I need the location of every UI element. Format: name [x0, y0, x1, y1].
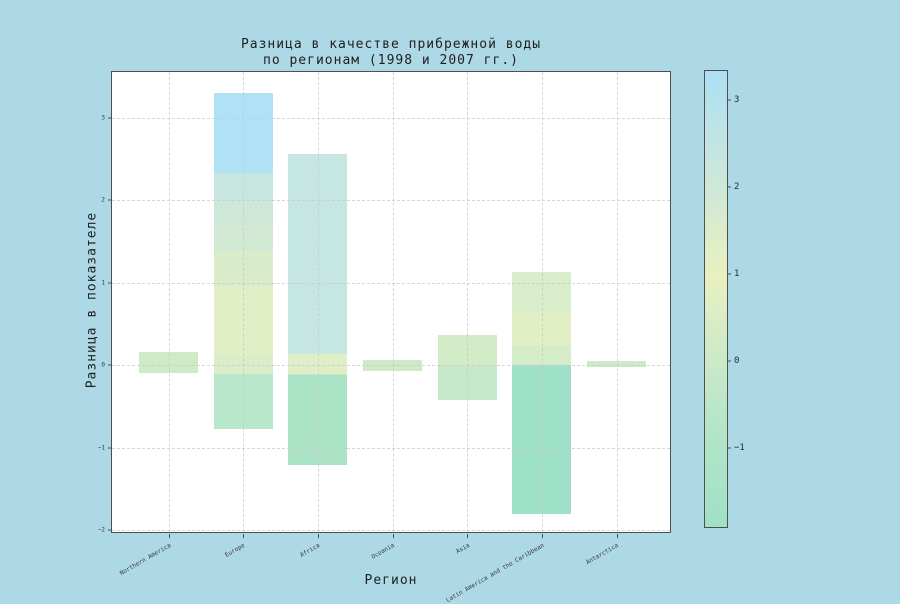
y-tick-mark — [108, 117, 112, 119]
colorbar-tick-label: −1 — [734, 442, 745, 453]
x-tick-label-antarctica: Antarctica — [585, 542, 621, 567]
x-tick-mark — [392, 534, 394, 538]
y-tick-label: −1 — [97, 444, 105, 452]
gridline-vertical — [168, 72, 170, 532]
colorbar-tick-label: 1 — [734, 268, 740, 279]
x-tick-label-africa: Africa — [299, 542, 322, 559]
gridline-horizontal — [112, 365, 670, 367]
x-tick-mark — [243, 534, 245, 538]
plot-area: 3 2 1 0 −1 −2 Northern America Europe Africa Ocea… — [98, 71, 671, 604]
x-tick-mark — [317, 534, 319, 538]
gridline-horizontal — [112, 282, 670, 284]
gridline-horizontal — [112, 529, 670, 531]
gridline-horizontal — [112, 447, 670, 449]
x-axis-label: Регион — [364, 573, 418, 588]
y-tick-mark — [108, 447, 112, 449]
gridline-vertical — [541, 72, 543, 532]
gridline-vertical — [317, 72, 319, 532]
y-tick-mark — [108, 364, 112, 366]
y-axis-label: Разница в показателе — [84, 211, 100, 389]
x-tick-label-northern-america: Northern America — [118, 542, 172, 577]
chart-title-line2: по регионам (1998 и 2007 гг.) — [263, 53, 519, 68]
gridline-vertical — [616, 72, 618, 532]
y-tick-mark — [108, 282, 112, 284]
gridline-horizontal — [112, 200, 670, 202]
y-tick-label: 2 — [101, 196, 105, 204]
y-tick-label: 3 — [101, 114, 105, 122]
colorbar-tick-mark — [727, 360, 731, 362]
x-tick-mark — [168, 534, 170, 538]
x-tick-label-asia: Asia — [454, 542, 471, 556]
chart-title-line1: Разница в качестве прибрежной воды — [240, 37, 542, 52]
y-tick-mark — [108, 199, 112, 201]
colorbar-tick-mark — [727, 273, 731, 275]
y-tick-label: 0 — [101, 361, 105, 369]
x-tick-mark — [616, 534, 618, 538]
x-tick-label-oceania: Oceania — [370, 542, 396, 561]
colorbar-tick-label: 2 — [734, 181, 740, 192]
x-tick-mark — [467, 534, 469, 538]
colorbar: 3 2 1 0 −1 — [704, 70, 745, 528]
y-tick-label: 1 — [101, 279, 105, 287]
colorbar-tick-mark — [727, 99, 731, 101]
x-tick-mark — [541, 534, 543, 538]
gridline-horizontal — [112, 118, 670, 120]
chart-title: Разница в качестве прибрежной воды по ре… — [111, 37, 671, 69]
colorbar-tick-label: 3 — [734, 94, 740, 105]
gridline-vertical — [243, 72, 245, 532]
colorbar-tick-label: 0 — [734, 355, 740, 366]
y-tick-mark — [108, 529, 112, 531]
colorbar-tick-mark — [727, 447, 731, 449]
gridline-vertical — [467, 72, 469, 532]
gridline-vertical — [392, 72, 394, 532]
y-tick-label: −2 — [97, 526, 105, 534]
x-tick-label-europe: Europe — [224, 542, 247, 559]
colorbar-tick-mark — [727, 186, 731, 188]
